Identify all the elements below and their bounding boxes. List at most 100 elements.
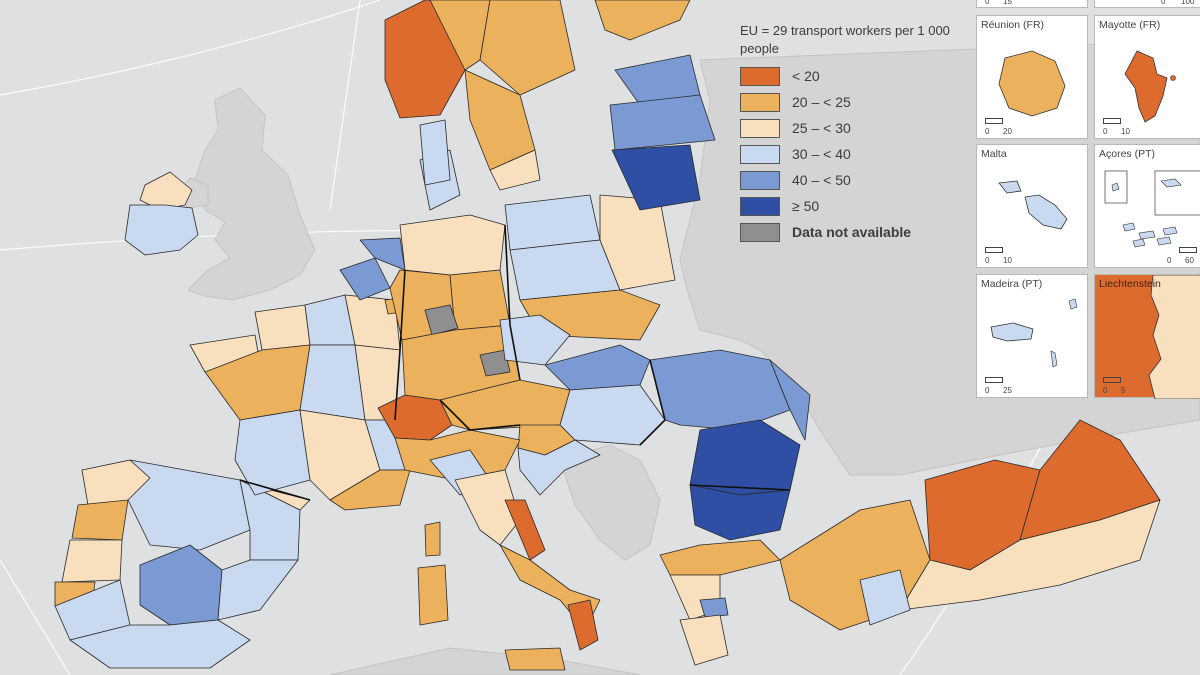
scale-min: 0 [1103,386,1108,395]
inset-madeira: Madeira (PT) 0 25 [976,274,1088,398]
legend-swatch [740,66,780,86]
scale-max: 20 [1003,127,1012,136]
region-finland [594,0,691,41]
region-centro-portugal [61,539,123,583]
scale-bar [985,247,1003,253]
region-valencia [217,559,299,621]
madeira-map [990,298,1078,368]
region-north-portugal [71,499,129,541]
region-north-germany [399,214,506,276]
legend-label: 20 – < 25 [792,94,851,110]
scale-min: 0 [1103,127,1108,136]
legend-item: 20 – < 25 [740,90,965,114]
region-turkey-south [899,499,1161,611]
region-czechia [499,314,571,366]
scale-min: 0 [985,386,990,395]
inset-top-right: 0 100 [1094,0,1200,8]
scale-min: 0 [985,0,990,6]
legend-label: Data not available [792,224,912,240]
region-romania-centre [689,419,801,496]
acores-map [1104,170,1200,248]
legend-item: 30 – < 40 [740,142,965,166]
inset-reunion: Réunion (FR) 0 20 [976,15,1088,139]
western-balkans [559,444,661,561]
scale-bar [1179,247,1197,253]
legend-swatch [740,222,780,242]
inset-title: Mayotte (FR) [1099,19,1161,31]
inset-title: Malta [981,148,1007,160]
region-aquitaine [234,409,311,496]
region-lazio-abruzzo [504,499,546,561]
legend-label: < 20 [792,68,820,84]
inset-title: Réunion (FR) [981,19,1045,31]
inset-mayotte: Mayotte (FR) 0 10 [1094,15,1200,139]
region-sweden-north [479,0,576,96]
region-peloponnese [679,614,729,666]
legend-item: Data not available [740,220,965,244]
region-normandy [254,304,311,351]
inset-title: Madeira (PT) [981,278,1043,290]
legend-label: ≥ 50 [792,198,820,214]
scale-max: 100 [1181,0,1195,6]
region-greece-north [659,539,781,576]
region-belgium [339,257,391,301]
scale-min: 0 [985,256,990,265]
scale-max: 25 [1003,386,1012,395]
scale-bar [1103,118,1121,124]
liechtenstein-map [1148,275,1200,399]
region-attica [699,597,729,618]
scale-max: 60 [1185,256,1194,265]
legend-swatch [740,118,780,138]
scale-bar [985,118,1003,124]
inset-liechtenstein: Liechtenstein 0 5 [1094,274,1200,399]
reunion-map [998,50,1066,117]
legend-swatch [740,196,780,216]
scale-bar [985,377,1003,383]
legend-swatch [740,92,780,112]
inset-malta: Malta 0 10 [976,144,1088,268]
scale-min: 0 [1161,0,1166,6]
legend-label: 25 – < 30 [792,120,851,136]
legend-label: 40 – < 50 [792,172,851,188]
mayotte-map [1124,50,1176,123]
region-gotland [419,119,451,186]
inset-acores: Açores (PT) 0 60 [1094,144,1200,268]
north-africa [329,647,641,675]
region-romania-east [769,359,811,441]
scale-max: 5 [1121,386,1126,395]
national-borders [239,224,791,501]
region-croatia [517,439,601,496]
inset-title: Liechtenstein [1099,278,1161,290]
region-slovakia [544,344,651,391]
region-latvia [609,94,716,151]
region-sicily [504,647,566,671]
inset-top-left: 0 15 [976,0,1088,8]
scale-min: 0 [1167,256,1172,265]
legend-title: EU = 29 transport workers per 1 000 peop… [740,23,950,56]
region-turkey-anatolia-blue [859,569,911,626]
eu-regions [54,0,1161,671]
legend-item: 25 – < 30 [740,116,965,140]
region-sweden-south [489,149,541,191]
scale-max: 15 [1003,0,1012,6]
scale-min: 0 [985,127,990,136]
region-corsica [424,521,441,557]
region-romania-north [649,349,791,431]
inset-title: Açores (PT) [1099,148,1156,160]
region-ireland-north [139,171,193,211]
region-lithuania [611,144,701,211]
scale-bar [1103,377,1121,383]
region-bavaria-gray [479,349,511,377]
legend-label: 30 – < 40 [792,146,851,162]
region-central-italy [454,469,521,546]
region-calabria [567,599,599,651]
malta-map [998,180,1068,230]
legend-swatch [740,170,780,190]
map-legend: EU = 29 transport workers per 1 000 peop… [740,22,965,246]
region-bulgaria [689,484,791,541]
region-andalusia [69,619,251,669]
region-central-france [299,344,366,421]
scale-max: 10 [1121,127,1130,136]
legend-swatch [740,144,780,164]
legend-item: 40 – < 50 [740,168,965,192]
